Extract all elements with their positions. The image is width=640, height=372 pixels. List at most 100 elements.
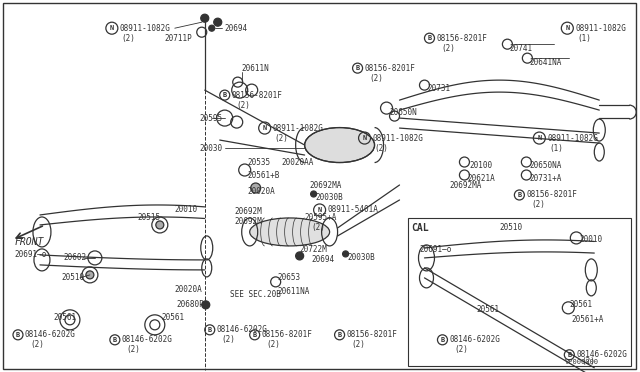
Circle shape [201,14,209,22]
Text: 20694: 20694 [312,256,335,264]
Text: 20030B: 20030B [348,253,375,262]
Circle shape [310,191,317,197]
Text: B: B [567,352,572,358]
Text: 08911-1082G: 08911-1082G [575,24,626,33]
Text: 08156-8201F: 08156-8201F [232,91,283,100]
Text: N: N [109,25,114,31]
Text: B: B [428,35,431,41]
Bar [408,218,631,366]
Text: 20602: 20602 [64,253,87,262]
Text: 08156-8201F: 08156-8201F [347,330,397,339]
Text: 20691—o: 20691—o [419,246,452,254]
Text: 20653: 20653 [278,273,301,282]
Circle shape [214,18,221,26]
Text: 20692M: 20692M [235,208,262,217]
Text: B: B [355,65,360,71]
Text: 08911-1082G: 08911-1082G [372,134,424,142]
Text: (2): (2) [369,74,383,83]
Text: 20010: 20010 [175,205,198,215]
Text: CAL: CAL [412,223,429,233]
Text: 20595+A: 20595+A [305,214,337,222]
Text: (1): (1) [549,144,563,153]
Circle shape [251,183,260,193]
Text: 20510: 20510 [62,273,85,282]
Text: B: B [337,332,342,338]
Text: 20691—o: 20691—o [14,250,46,259]
Text: 20020A: 20020A [248,187,275,196]
Text: 20731: 20731 [428,84,451,93]
Text: (2): (2) [374,144,388,153]
Text: 20010: 20010 [579,235,602,244]
Text: 08156-8201F: 08156-8201F [365,64,415,73]
Circle shape [202,301,210,309]
Text: (2): (2) [351,340,365,349]
Circle shape [342,251,349,257]
Text: 20100: 20100 [469,161,493,170]
Text: B: B [253,332,257,338]
Text: 08911-1082G: 08911-1082G [547,134,598,142]
Text: 20561+A: 20561+A [572,315,604,324]
Text: 20692M: 20692M [235,218,262,227]
Text: B: B [16,332,20,338]
Text: 20535: 20535 [248,157,271,167]
Text: (2): (2) [237,100,251,110]
Text: (2): (2) [454,345,468,354]
Text: 20650NA: 20650NA [529,161,562,170]
Text: N: N [317,207,322,213]
Text: (2): (2) [442,44,455,53]
Text: 08146-6202G: 08146-6202G [217,326,268,334]
Text: (2): (2) [267,340,280,349]
Text: 08146-6202G: 08146-6202G [122,335,173,344]
Text: (2): (2) [30,340,44,349]
Text: 20731+A: 20731+A [529,173,562,183]
Text: 08156-8201F: 08156-8201F [262,330,312,339]
Text: N: N [537,135,541,141]
Text: (2): (2) [581,357,595,366]
Circle shape [86,271,94,279]
Text: 20694: 20694 [225,24,248,33]
Text: (2): (2) [127,345,141,354]
Text: 08156-8201F: 08156-8201F [526,190,577,199]
Text: 20030B: 20030B [316,193,344,202]
Circle shape [156,221,164,229]
Text: 20692MA: 20692MA [449,180,482,189]
Text: 08156-8201F: 08156-8201F [436,34,487,43]
Text: B: B [223,92,227,98]
Text: B: B [517,192,522,198]
Text: 08911-1082G: 08911-1082G [120,24,171,33]
Text: 20711P: 20711P [165,34,193,43]
Text: (1): (1) [577,34,591,43]
Text: 20030: 20030 [200,144,223,153]
Text: B: B [207,327,212,333]
Text: B: B [440,337,445,343]
Text: 20611N: 20611N [242,64,269,73]
Text: 20561+B: 20561+B [248,170,280,180]
Text: 20561: 20561 [476,305,500,314]
Text: 20611NA: 20611NA [278,288,310,296]
Text: B: B [113,337,117,343]
Text: 20650N: 20650N [390,108,417,116]
Text: 20680P: 20680P [177,300,205,310]
Text: N: N [362,135,367,141]
Text: FRONT: FRONT [15,237,44,247]
Text: 20692MA: 20692MA [310,180,342,189]
Text: (2): (2) [275,134,289,142]
Text: (2): (2) [221,335,236,344]
Circle shape [209,25,215,31]
Text: 20561: 20561 [570,300,593,310]
Text: 20595: 20595 [200,113,223,123]
Text: 20641NA: 20641NA [529,58,562,67]
Text: N: N [565,25,570,31]
Text: 20621A: 20621A [467,173,495,183]
Text: 20020A: 20020A [175,285,202,294]
Text: 20741: 20741 [509,44,532,53]
Text: (2): (2) [122,34,136,43]
Text: SEE SEC.20B: SEE SEC.20B [230,291,280,299]
Text: VP000000: VP000000 [564,359,598,365]
Text: 20515: 20515 [138,214,161,222]
Ellipse shape [305,128,374,163]
Text: 20510: 20510 [499,224,522,232]
Text: 20020AA: 20020AA [282,157,314,167]
Text: 08146-6202G: 08146-6202G [449,335,500,344]
Text: 08146-6202G: 08146-6202G [576,350,627,359]
